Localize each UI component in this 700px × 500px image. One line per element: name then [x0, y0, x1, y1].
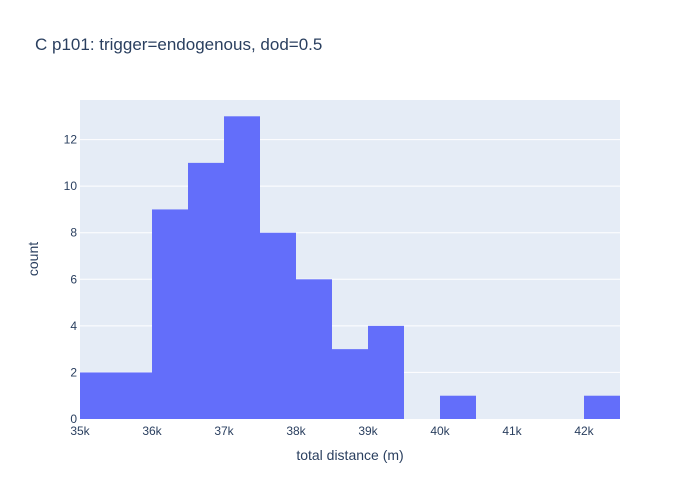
histogram-bar: [296, 279, 332, 419]
histogram-bar: [188, 162, 224, 420]
histogram-bar: [368, 325, 404, 419]
histogram-bar: [80, 372, 116, 419]
y-axis-title: count: [25, 242, 41, 276]
y-tick-label: 2: [70, 365, 77, 379]
y-tick-label: 0: [70, 412, 77, 426]
histogram-bar: [440, 395, 476, 419]
x-tick-label: 39k: [358, 424, 378, 438]
y-tick-label: 6: [70, 272, 77, 286]
y-tick-label: 4: [70, 319, 77, 333]
histogram-bar: [584, 395, 620, 419]
x-tick-label: 35k: [70, 424, 90, 438]
histogram-bar: [152, 209, 188, 419]
histogram-bar: [116, 372, 152, 419]
histogram-bar: [332, 349, 368, 419]
bars: [80, 116, 620, 420]
x-tick-label: 37k: [214, 424, 234, 438]
x-tick-label: 41k: [502, 424, 522, 438]
x-tick-label: 36k: [142, 424, 162, 438]
y-tick-label: 12: [64, 133, 78, 147]
x-tick-label: 42k: [574, 424, 594, 438]
histogram-bar: [224, 116, 260, 420]
x-tick-label: 38k: [286, 424, 306, 438]
y-axis-ticks: 0 2 4 6 8 10 12: [64, 133, 78, 426]
chart-title: C p101: trigger=endogenous, dod=0.5: [35, 35, 322, 54]
y-tick-label: 8: [70, 226, 77, 240]
histogram-bar: [260, 232, 296, 419]
y-tick-label: 10: [64, 179, 78, 193]
x-axis-ticks: 35k 36k 37k 38k 39k 40k 41k 42k: [70, 424, 594, 438]
x-tick-label: 40k: [430, 424, 450, 438]
x-axis-title: total distance (m): [296, 447, 403, 463]
